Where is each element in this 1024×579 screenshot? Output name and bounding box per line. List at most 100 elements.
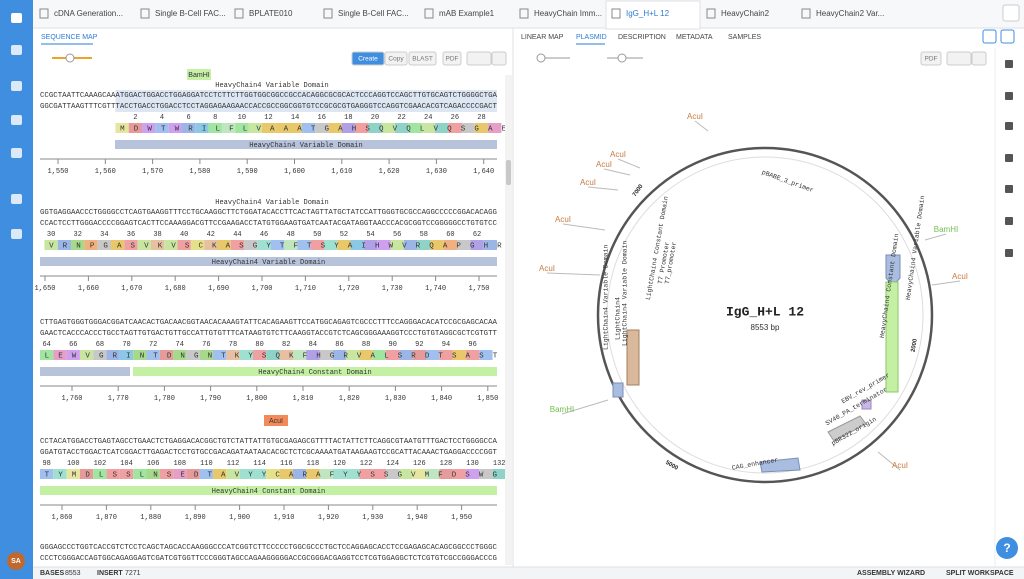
tab[interactable]: BPLATE010 bbox=[249, 9, 293, 18]
feature-bar-label: HeavyChain4 Constant Domain bbox=[212, 488, 325, 496]
enzyme-leader bbox=[617, 158, 641, 169]
amino-acid-box bbox=[173, 350, 187, 360]
amino-acid-box bbox=[457, 240, 471, 250]
amino-acid-box bbox=[403, 240, 418, 250]
view-tab[interactable]: LINEAR MAP bbox=[521, 34, 564, 41]
amino-acid-box bbox=[84, 240, 98, 250]
amino-acid-box bbox=[93, 350, 107, 360]
amino-acid-box bbox=[146, 350, 160, 360]
toolbar-button[interactable] bbox=[384, 51, 408, 66]
tab[interactable]: HeavyChain2 bbox=[721, 9, 770, 18]
amino-acid-box bbox=[199, 469, 214, 479]
amino-acid-box bbox=[465, 350, 480, 360]
rotate-handle[interactable] bbox=[617, 53, 627, 63]
feature-bar-label: HeavyChain4 Constant Domain bbox=[258, 369, 371, 377]
aa-number: 40 bbox=[180, 231, 188, 239]
amino-acid-box bbox=[57, 240, 72, 250]
tool-icon[interactable] bbox=[1005, 217, 1013, 225]
tab-icon bbox=[706, 8, 716, 19]
amino-acid-box bbox=[350, 240, 364, 250]
tab[interactable]: cDNA Generation... bbox=[54, 9, 123, 18]
enzyme-leader bbox=[877, 451, 901, 471]
settings-button[interactable] bbox=[466, 51, 492, 66]
tab[interactable]: HeavyChain2 Var... bbox=[816, 9, 884, 18]
pdf-button[interactable] bbox=[920, 51, 942, 66]
enzyme-label: AcuI bbox=[269, 418, 283, 425]
view-tab[interactable]: METADATA bbox=[676, 34, 713, 41]
amino-acid-box bbox=[53, 469, 67, 479]
ruler-label: 1,760 bbox=[61, 395, 82, 403]
panel-button[interactable] bbox=[982, 29, 997, 44]
amino-acid-box bbox=[319, 469, 333, 479]
aa-number: 90 bbox=[389, 341, 397, 349]
search-button[interactable] bbox=[491, 51, 507, 66]
ruler-label: 1,840 bbox=[431, 395, 452, 403]
panel-button[interactable] bbox=[1000, 29, 1015, 44]
sidebar-icon[interactable] bbox=[11, 45, 22, 55]
sidebar-icon[interactable] bbox=[11, 115, 22, 125]
amino-acid-box bbox=[439, 469, 453, 479]
tool-icon[interactable] bbox=[1005, 60, 1013, 68]
sidebar-icon[interactable] bbox=[11, 81, 22, 91]
amino-acid-box bbox=[443, 240, 458, 250]
toolbar-button[interactable] bbox=[351, 51, 385, 66]
tool-icon[interactable] bbox=[1005, 249, 1013, 257]
aa-number: 98 bbox=[42, 460, 50, 468]
amino-acid-box bbox=[71, 240, 85, 250]
help-button[interactable] bbox=[996, 537, 1018, 559]
tab[interactable]: Single B-Cell FAC... bbox=[338, 9, 409, 18]
aa-number: 68 bbox=[96, 341, 104, 349]
view-tab[interactable]: DESCRIPTION bbox=[618, 34, 666, 41]
amino-acid-box bbox=[386, 350, 400, 360]
amino-acid-box bbox=[119, 469, 134, 479]
toolbar-button[interactable] bbox=[408, 51, 437, 66]
amino-acid-box bbox=[93, 469, 107, 479]
tab[interactable]: HeavyChain Imm... bbox=[534, 9, 602, 18]
feature-name: pBABE_3_primer bbox=[761, 169, 815, 194]
aa-number: 80 bbox=[255, 341, 263, 349]
scrollbar-thumb[interactable] bbox=[506, 160, 511, 185]
tool-icon[interactable] bbox=[1005, 154, 1013, 162]
view-tab[interactable]: SAMPLES bbox=[728, 34, 761, 41]
tool-icon[interactable] bbox=[1005, 185, 1013, 193]
status-button[interactable]: ASSEMBLY WIZARD bbox=[857, 570, 925, 577]
tab-icon bbox=[611, 8, 621, 19]
panel-title[interactable]: SEQUENCE MAP bbox=[41, 34, 98, 41]
toolbar-button-label: Copy bbox=[388, 56, 404, 63]
sidebar-icon[interactable] bbox=[11, 229, 22, 239]
tab-menu-button[interactable] bbox=[1002, 4, 1020, 22]
sequence-top: CTTGAGTGGGTGGGACGGATCAACACTGACAACGGTAACA… bbox=[40, 319, 497, 327]
aa-number: 50 bbox=[313, 231, 321, 239]
toolbar-button[interactable] bbox=[442, 51, 462, 66]
tool-icon[interactable] bbox=[1005, 92, 1013, 100]
zoom-handle[interactable] bbox=[536, 53, 546, 63]
amino-acid-box bbox=[399, 469, 413, 479]
tab[interactable]: Single B-Cell FAC... bbox=[155, 9, 226, 18]
amino-acid-box bbox=[479, 350, 493, 360]
aa-number: 46 bbox=[260, 231, 268, 239]
aa-number: 86 bbox=[335, 341, 343, 349]
ruler-label: 1,890 bbox=[185, 514, 206, 522]
amino-acid-box bbox=[461, 123, 475, 133]
amino-acid-box bbox=[97, 240, 111, 250]
tab[interactable]: IgG_H+L 12 bbox=[626, 9, 670, 18]
status-button[interactable]: SPLIT WORKSPACE bbox=[946, 570, 1014, 577]
aa-number: 58 bbox=[420, 231, 428, 239]
zoom-handle[interactable] bbox=[65, 53, 75, 63]
amino-acid-box bbox=[168, 123, 182, 133]
aa-number: 108 bbox=[173, 460, 186, 468]
ruler-label: 1,780 bbox=[154, 395, 175, 403]
aa-number: 38 bbox=[153, 231, 161, 239]
tab[interactable]: mAB Example1 bbox=[439, 9, 495, 18]
aa-number: 8 bbox=[213, 114, 217, 122]
sidebar-icon[interactable] bbox=[11, 13, 22, 23]
tool-icon[interactable] bbox=[1005, 122, 1013, 130]
view-tab[interactable]: PLASMID bbox=[576, 34, 607, 41]
sidebar-icon[interactable] bbox=[11, 194, 22, 204]
sidebar-icon[interactable] bbox=[11, 148, 22, 158]
ruler-label: 1,930 bbox=[362, 514, 383, 522]
amino-acid-box bbox=[341, 123, 356, 133]
search-button[interactable] bbox=[971, 51, 987, 66]
feature-arrow bbox=[861, 399, 872, 410]
settings-button[interactable] bbox=[946, 51, 972, 66]
